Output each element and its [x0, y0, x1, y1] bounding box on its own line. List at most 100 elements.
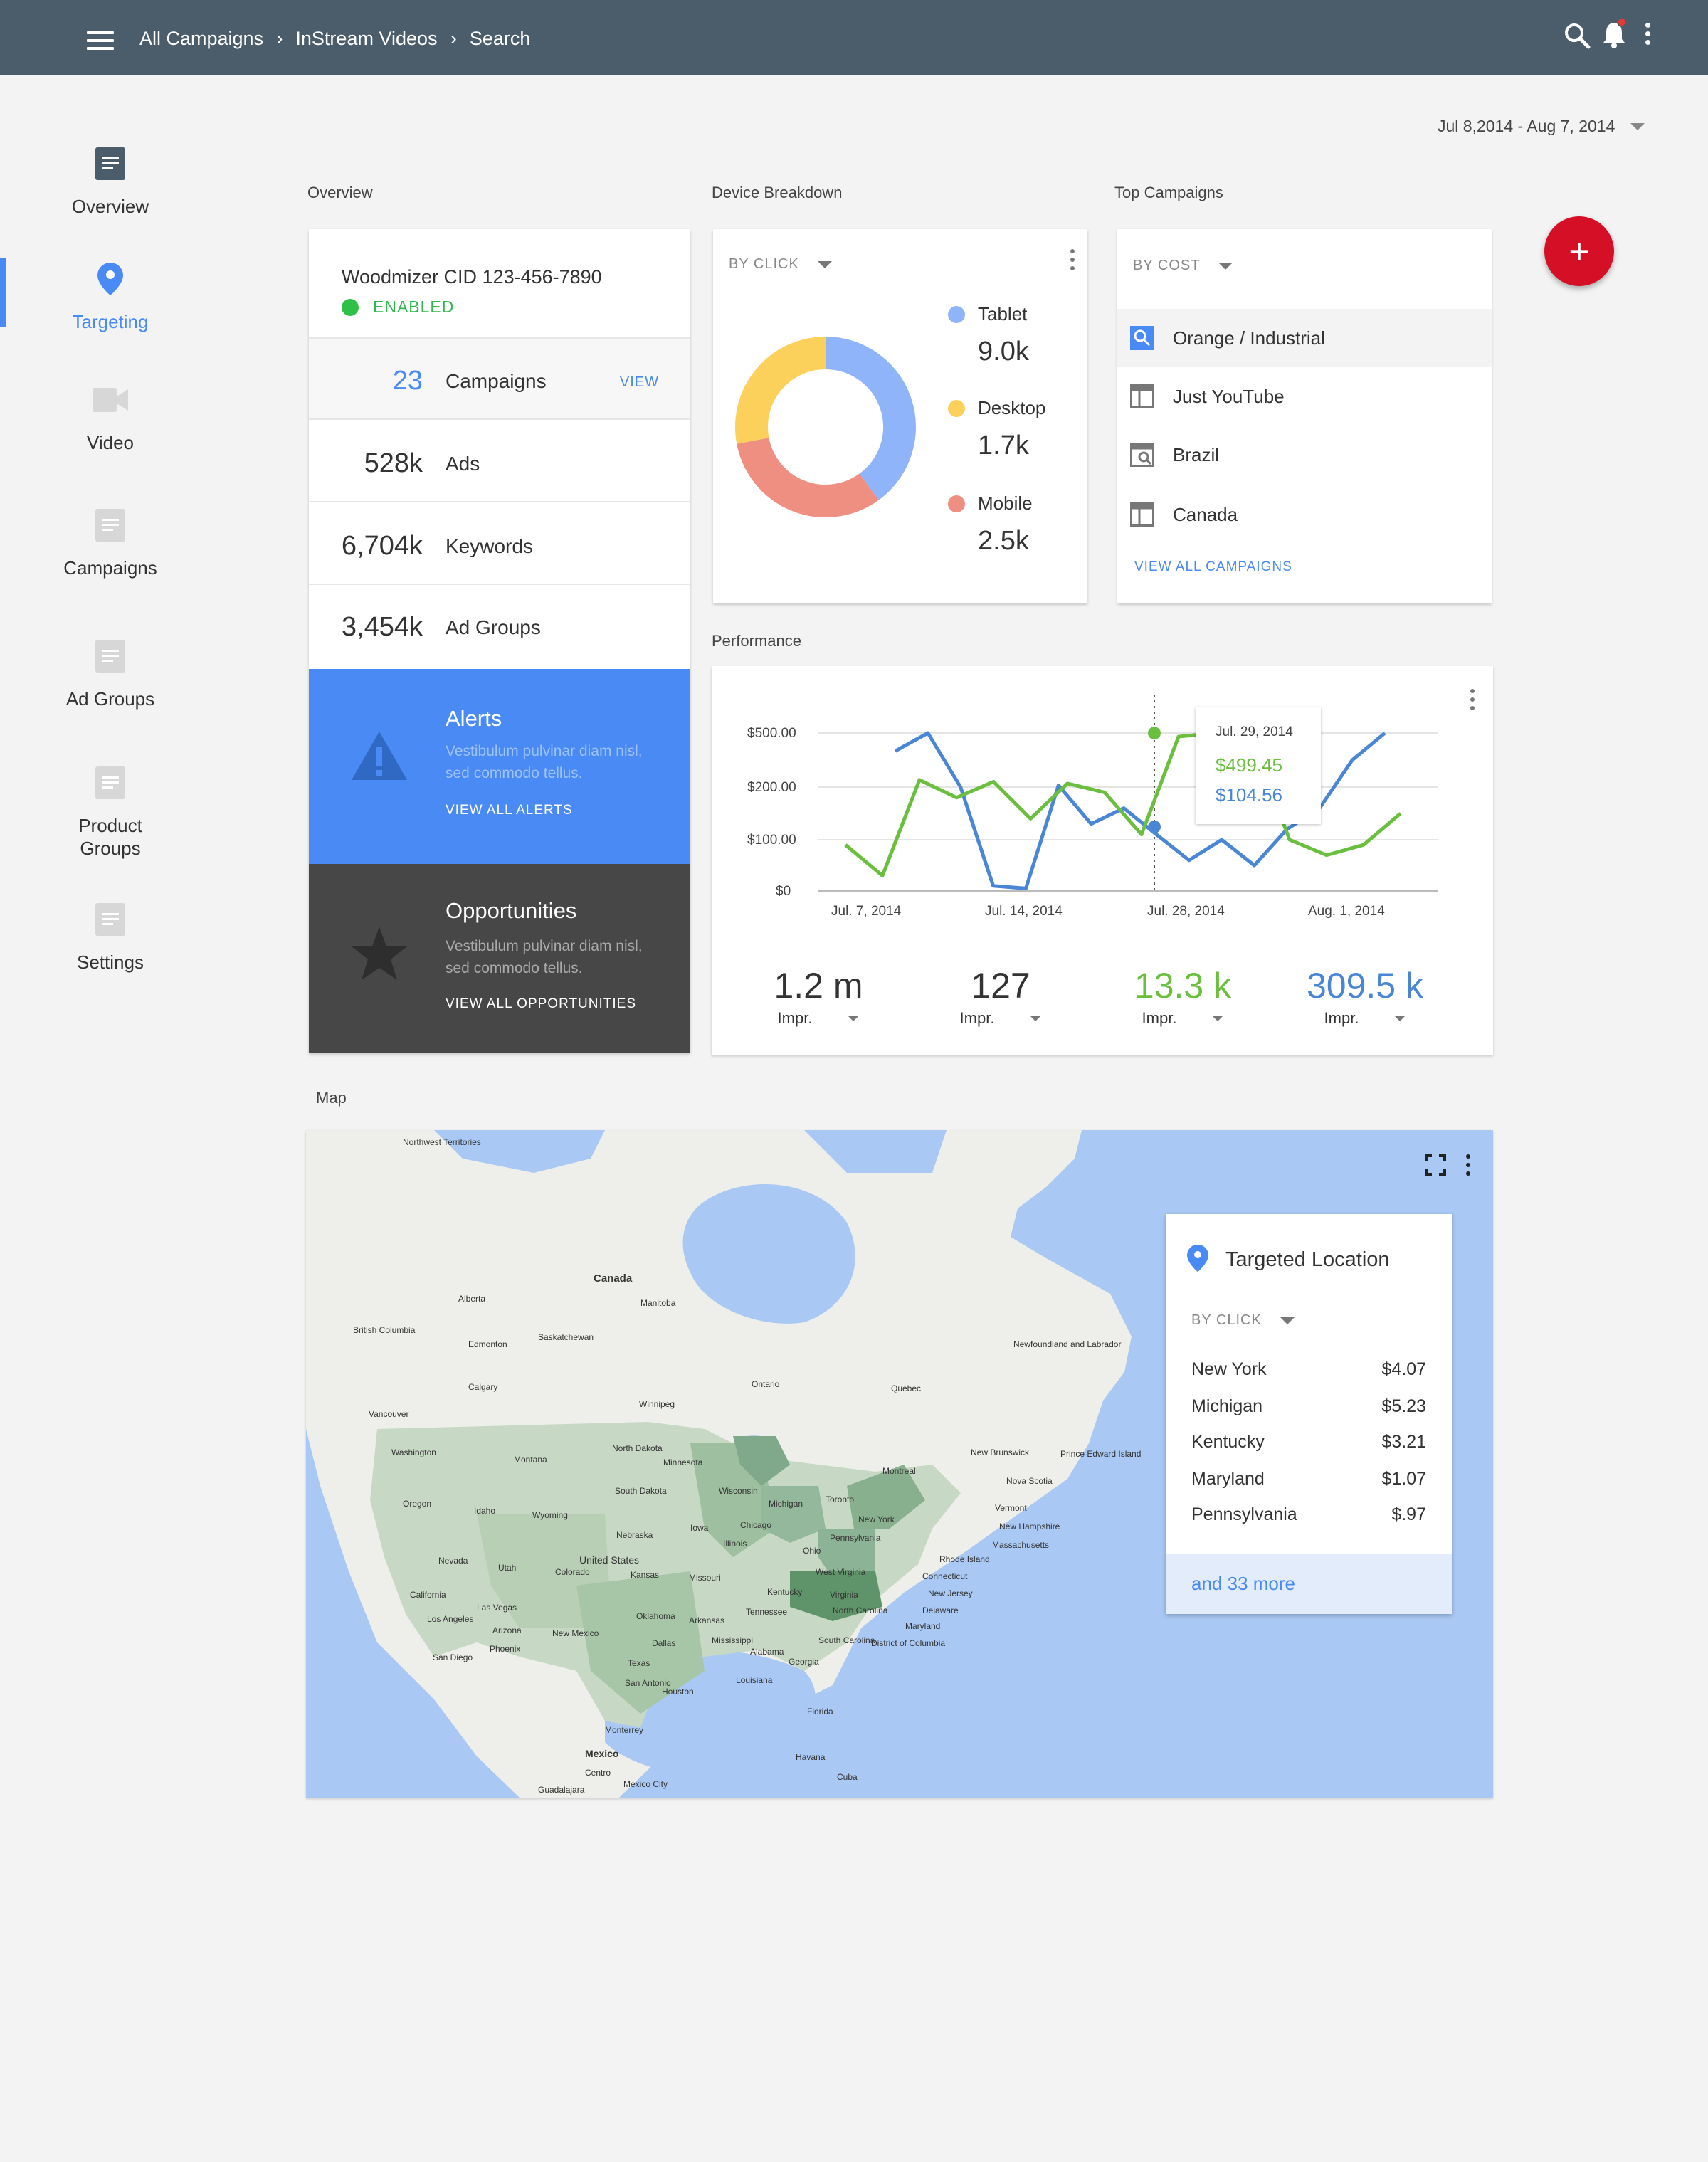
map-label: New Hampshire — [999, 1522, 1060, 1531]
map-label: Utah — [498, 1563, 517, 1573]
more-vert-icon[interactable] — [1463, 1153, 1473, 1178]
stat-metric-dropdown[interactable]: Impr. — [1112, 1009, 1254, 1028]
device-breakdown-card: BY CLICK Tablet 9.0k Desktop 1.7k Mobile… — [713, 229, 1087, 603]
breadcrumb-item-all-campaigns[interactable]: All Campaigns — [139, 27, 264, 49]
breadcrumb-item-instream-videos[interactable]: InStream Videos — [295, 27, 438, 49]
device-breakdown-dropdown[interactable]: BY CLICK — [729, 256, 832, 273]
video-camera-icon — [89, 379, 132, 421]
legend-dot-icon — [948, 495, 965, 512]
hamburger-menu-icon[interactable] — [87, 31, 114, 50]
performance-section-label: Performance — [712, 632, 801, 650]
tooltip-date: Jul. 29, 2014 — [1216, 724, 1293, 739]
stat-impressions-2: 127 Impr. — [929, 965, 1072, 1028]
map-label: Dallas — [652, 1638, 676, 1648]
chart-tooltip: Jul. 29, 2014 $499.45 $104.56 — [1196, 707, 1321, 824]
sidebar-item-label: Overview — [71, 196, 149, 217]
more-vert-icon[interactable] — [1643, 20, 1654, 48]
location-row: Kentucky $3.21 — [1191, 1432, 1426, 1452]
sidebar-item-label: Campaigns — [63, 557, 157, 579]
y-tick-label: $200.00 — [747, 780, 796, 795]
map-label: Northwest Territories — [403, 1137, 481, 1147]
overview-row-keywords: 6,704k Keywords — [309, 504, 690, 585]
view-campaigns-link[interactable]: VIEW — [619, 374, 659, 390]
targeted-location-dropdown[interactable]: BY CLICK — [1191, 1312, 1295, 1329]
map-label: New Jersey — [928, 1588, 973, 1598]
map-label: New Brunswick — [971, 1448, 1030, 1457]
campaign-item-orange-industrial[interactable]: Orange / Industrial — [1117, 309, 1492, 367]
more-vert-icon[interactable] — [1068, 248, 1077, 273]
location-pin-icon — [1187, 1244, 1208, 1272]
layout-icon — [1130, 502, 1154, 527]
more-vert-icon[interactable] — [1467, 687, 1477, 713]
warning-icon — [352, 732, 407, 780]
chevron-right-icon: › — [450, 27, 457, 49]
view-all-opportunities-link[interactable]: VIEW ALL OPPORTUNITIES — [446, 996, 637, 1011]
y-tick-label: $500.00 — [747, 726, 796, 741]
campaign-item-canada[interactable]: Canada — [1117, 485, 1492, 544]
sidebar-item-label: Video — [86, 432, 135, 453]
more-locations-row[interactable]: and 33 more — [1166, 1554, 1452, 1614]
document-icon — [89, 898, 132, 941]
legend-label: Tablet — [978, 303, 1028, 325]
device-donut-chart — [735, 337, 916, 517]
sidebar-item-video[interactable]: Video — [0, 379, 221, 454]
map-label: Arizona — [492, 1625, 522, 1635]
stat-metric-dropdown[interactable]: Impr. — [1294, 1009, 1436, 1028]
map-label: Louisiana — [736, 1675, 773, 1685]
location-value: $1.07 — [1381, 1469, 1426, 1489]
sidebar-item-campaigns[interactable]: Campaigns — [0, 504, 221, 579]
map-label: Ohio — [803, 1546, 821, 1556]
sidebar-item-label: Product Groups — [78, 815, 142, 859]
breadcrumb: All Campaigns › InStream Videos › Search — [139, 27, 530, 50]
map-label: West Virginia — [816, 1567, 866, 1577]
dropdown-label: BY COST — [1133, 258, 1201, 273]
map-label: Georgia — [789, 1657, 819, 1667]
more-locations-link[interactable]: and 33 more — [1191, 1573, 1295, 1594]
map-label: San Antonio — [625, 1678, 671, 1688]
overview-row-campaigns[interactable]: 23 Campaigns VIEW — [309, 339, 690, 420]
location-name: Michigan — [1191, 1396, 1263, 1416]
stat-value: 309.5 k — [1306, 966, 1423, 1006]
search-icon[interactable] — [1563, 21, 1591, 50]
sidebar-item-label: Ad Groups — [65, 688, 155, 710]
highlight-point-1 — [1148, 727, 1161, 740]
breadcrumb-item-search[interactable]: Search — [469, 27, 531, 49]
keywords-count: 6,704k — [341, 531, 423, 561]
location-name: Pennsylvania — [1191, 1504, 1297, 1524]
map-label: Washington — [391, 1448, 436, 1457]
campaign-label: Just YouTube — [1173, 385, 1285, 407]
stat-metric-dropdown[interactable]: Impr. — [747, 1009, 890, 1028]
campaign-label: Orange / Industrial — [1173, 327, 1325, 349]
view-all-campaigns-link[interactable]: VIEW ALL CAMPAIGNS — [1134, 559, 1292, 574]
view-all-alerts-link[interactable]: VIEW ALL ALERTS — [446, 803, 573, 818]
x-tick-label: Jul. 28, 2014 — [1147, 904, 1225, 919]
top-campaigns-dropdown[interactable]: BY COST — [1133, 258, 1233, 274]
targeted-location-title: Targeted Location — [1225, 1248, 1390, 1271]
legend-item-desktop: Desktop 1.7k — [948, 397, 1045, 461]
sidebar-item-settings[interactable]: Settings — [0, 898, 221, 974]
campaign-item-just-youtube[interactable]: Just YouTube — [1117, 367, 1492, 426]
legend-value: 2.5k — [978, 526, 1029, 556]
map-label: North Dakota — [612, 1443, 663, 1453]
date-range-picker[interactable]: Jul 8,2014 - Aug 7, 2014 — [1438, 117, 1645, 136]
stat-label: Impr. — [959, 1009, 995, 1027]
status-label: ENABLED — [373, 297, 455, 316]
map-label: New York — [858, 1514, 895, 1524]
location-value: $.97 — [1391, 1504, 1426, 1524]
fullscreen-icon[interactable] — [1425, 1154, 1446, 1176]
stat-metric-dropdown[interactable]: Impr. — [929, 1009, 1072, 1028]
y-tick-label: $100.00 — [747, 833, 796, 848]
campaign-item-brazil[interactable]: Brazil — [1117, 426, 1492, 484]
sidebar-item-ad-groups[interactable]: Ad Groups — [0, 635, 221, 710]
sidebar-item-product-groups[interactable]: Product Groups — [0, 761, 221, 860]
date-range-label: Jul 8,2014 - Aug 7, 2014 — [1438, 117, 1615, 135]
notification-bell-icon[interactable] — [1600, 20, 1628, 50]
map-label: Rhode Island — [939, 1554, 990, 1564]
sidebar-item-overview[interactable]: Overview — [0, 142, 221, 218]
dropdown-arrow-icon — [1394, 1016, 1406, 1021]
sidebar-item-targeting[interactable]: Targeting — [0, 258, 221, 333]
device-breakdown-section-label: Device Breakdown — [712, 184, 843, 201]
campaign-label: Canada — [1173, 503, 1238, 525]
map-view[interactable]: Northwest Territories Canada Alberta Man… — [306, 1130, 1493, 1798]
add-fab-button[interactable]: + — [1544, 216, 1614, 286]
